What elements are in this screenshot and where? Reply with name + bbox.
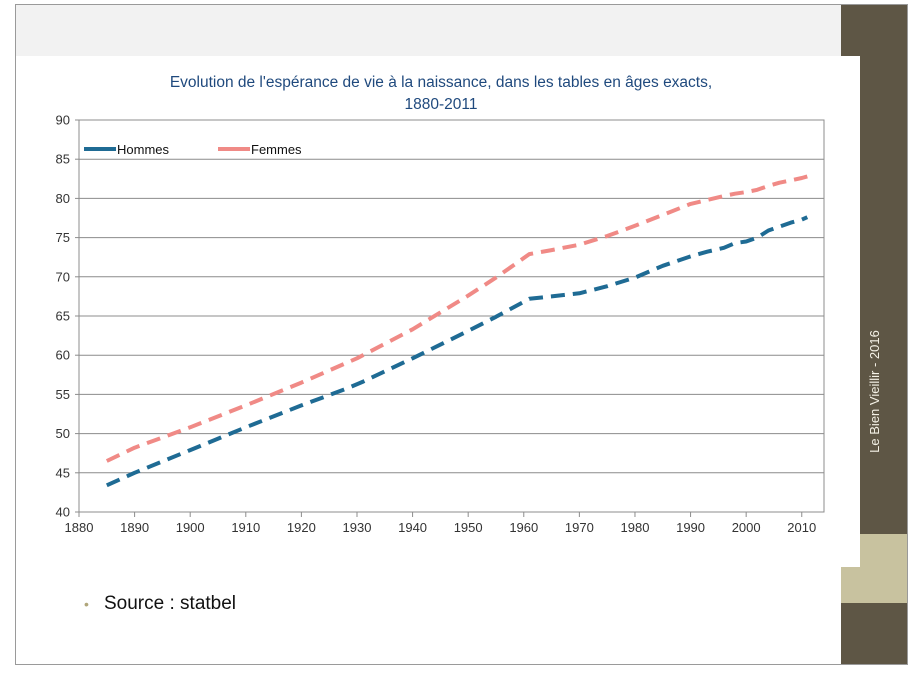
y-tick-label: 65	[56, 309, 70, 324]
x-tick-label: 2000	[732, 520, 761, 535]
slide-top-band	[16, 5, 842, 56]
y-tick-label: 90	[56, 113, 70, 128]
x-tick-label: 1920	[287, 520, 316, 535]
x-tick-label: 1910	[231, 520, 260, 535]
x-tick-label: 1970	[565, 520, 594, 535]
y-tick-label: 85	[56, 152, 70, 167]
line-chart: 40 45 50 55 60 65 70 75 80 85 90 1880 1890 1900 1910 19…	[56, 113, 825, 535]
chart-title-line2: 1880-2011	[404, 96, 478, 113]
bullet-icon: •	[84, 596, 89, 612]
x-tick-label: 2010	[787, 520, 816, 535]
side-label-text: Le Bien Vieillir - 2016	[866, 329, 882, 453]
y-tick-label: 40	[56, 505, 70, 520]
y-tick-label: 70	[56, 269, 70, 284]
x-tick-label: 1900	[176, 520, 205, 535]
legend-label-hommes: Hommes	[117, 142, 170, 157]
legend-label-femmes: Femmes	[251, 142, 302, 157]
series-line-hommes	[105, 215, 809, 488]
chart-area: Evolution de l'espérance de vie à la nai…	[16, 56, 860, 567]
x-tick-label: 1960	[509, 520, 538, 535]
slide: Le Bien Vieillir - 2016 Evolution de l'e…	[15, 4, 908, 665]
x-tick-label: 1980	[621, 520, 650, 535]
y-tick-label: 50	[56, 426, 70, 441]
x-tick-label: 1990	[676, 520, 705, 535]
series-line-femmes	[105, 174, 808, 463]
y-tick-label: 80	[56, 191, 70, 206]
x-tick-label: 1950	[454, 520, 483, 535]
chart-title-line1: Evolution de l'espérance de vie à la nai…	[169, 74, 713, 91]
side-label: Le Bien Vieillir - 2016	[854, 291, 894, 491]
x-tick-label: 1930	[343, 520, 372, 535]
x-tick-label: 1940	[398, 520, 427, 535]
x-tick-label: 1890	[120, 520, 149, 535]
chart-title: Evolution de l'espérance de vie à la nai…	[76, 72, 806, 116]
y-tick-label: 75	[56, 230, 70, 245]
source-text: Source : statbel	[104, 593, 237, 614]
y-tick-label: 60	[56, 348, 70, 363]
y-tick-label: 45	[56, 465, 70, 480]
y-tick-label: 55	[56, 387, 70, 402]
x-tick-label: 1880	[65, 520, 94, 535]
